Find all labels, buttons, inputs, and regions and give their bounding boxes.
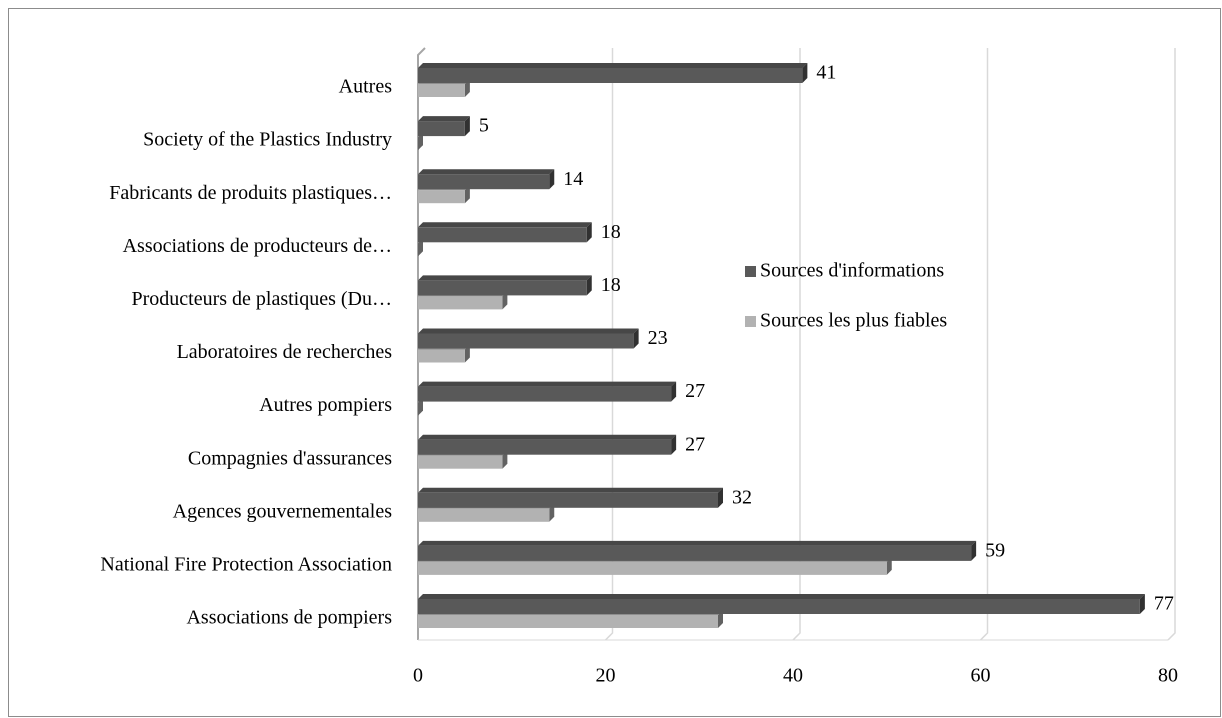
y-tick-label: Fabricants de produits plastiques…	[109, 182, 392, 204]
bar-top	[418, 540, 977, 546]
bar-side	[671, 434, 677, 455]
bar	[418, 386, 672, 402]
bar	[418, 439, 672, 455]
data-label: 41	[816, 62, 836, 84]
y-tick-label: Agences gouvernementales	[173, 500, 393, 522]
bar-side	[418, 132, 423, 151]
bar-side	[886, 556, 892, 575]
data-label: 18	[601, 221, 621, 243]
bar-side	[549, 503, 555, 522]
bar-top	[418, 63, 808, 68]
bar-side	[586, 222, 592, 243]
grid-line	[792, 48, 801, 641]
bar	[418, 227, 587, 243]
bar	[418, 84, 465, 97]
bar-top	[418, 222, 592, 228]
y-tick-label: Associations de pompiers	[186, 607, 392, 629]
bar-side	[802, 63, 808, 83]
bar-side	[418, 397, 423, 416]
data-label: 27	[685, 380, 705, 402]
x-tick-label: 60	[971, 665, 991, 687]
bar-top	[418, 116, 470, 122]
x-tick-label: 40	[783, 665, 803, 687]
bar	[418, 349, 465, 363]
x-tick-label: 20	[596, 665, 616, 687]
bar	[418, 190, 465, 204]
bar	[418, 121, 465, 137]
legend-label: Sources les plus fiables	[760, 310, 947, 332]
bar	[418, 333, 634, 349]
y-tick-label: Autres	[339, 76, 393, 98]
bar-side	[502, 291, 508, 310]
grid-line	[604, 48, 614, 641]
x-tick-label: 80	[1158, 665, 1178, 687]
bar-top	[418, 487, 723, 493]
grid-line	[1167, 48, 1176, 641]
data-label: 5	[479, 115, 489, 137]
bar-side	[464, 344, 470, 363]
bar-side	[464, 185, 470, 204]
bar-side	[464, 79, 470, 97]
y-tick-label: National Fire Protection Association	[100, 553, 392, 575]
bar-top	[418, 381, 677, 387]
bar-side	[586, 275, 592, 296]
legend-swatch	[745, 266, 756, 277]
bar	[418, 492, 718, 508]
y-tick-label: Associations de producteurs de…	[123, 235, 392, 257]
bar	[418, 68, 803, 83]
y-tick-label: Autres pompiers	[259, 394, 392, 416]
bar-side	[718, 487, 723, 508]
y-tick-label: Compagnies d'assurances	[188, 447, 392, 469]
bar-top	[418, 169, 555, 175]
bar-side	[502, 450, 508, 469]
bar	[418, 174, 550, 190]
bar-side	[971, 540, 977, 561]
data-label: 14	[563, 168, 583, 190]
bar	[418, 455, 503, 469]
y-tick-label: Laboratoires de recherches	[177, 341, 393, 363]
bar-side	[671, 381, 677, 402]
bar-side	[1139, 594, 1145, 614]
bar	[418, 599, 1140, 614]
bar-side	[718, 610, 723, 628]
bar-side	[633, 328, 639, 349]
data-label: 18	[601, 274, 621, 296]
bar	[418, 296, 503, 310]
x-tick-label: 0	[413, 665, 423, 687]
bar-side	[549, 169, 555, 190]
data-label: 32	[732, 486, 752, 508]
bar-top	[418, 275, 592, 281]
legend-label: Sources d'informations	[760, 260, 944, 282]
bar-top	[418, 594, 1145, 599]
data-label: 23	[648, 327, 668, 349]
bar	[418, 280, 587, 296]
y-tick-label: Producteurs de plastiques (Du…	[131, 288, 392, 310]
bar-top	[418, 328, 639, 334]
bar	[418, 615, 718, 628]
bar-side	[418, 238, 423, 257]
bar	[418, 508, 550, 522]
bar-top	[418, 434, 677, 440]
bar	[418, 545, 972, 561]
grid-line	[979, 48, 989, 641]
bar	[418, 561, 887, 575]
data-label: 27	[685, 433, 705, 455]
data-label: 59	[985, 539, 1005, 561]
legend-swatch	[745, 316, 756, 327]
data-label: 77	[1154, 593, 1174, 615]
y-tick-label: Society of the Plastics Industry	[143, 129, 392, 151]
bar-side	[464, 116, 470, 137]
